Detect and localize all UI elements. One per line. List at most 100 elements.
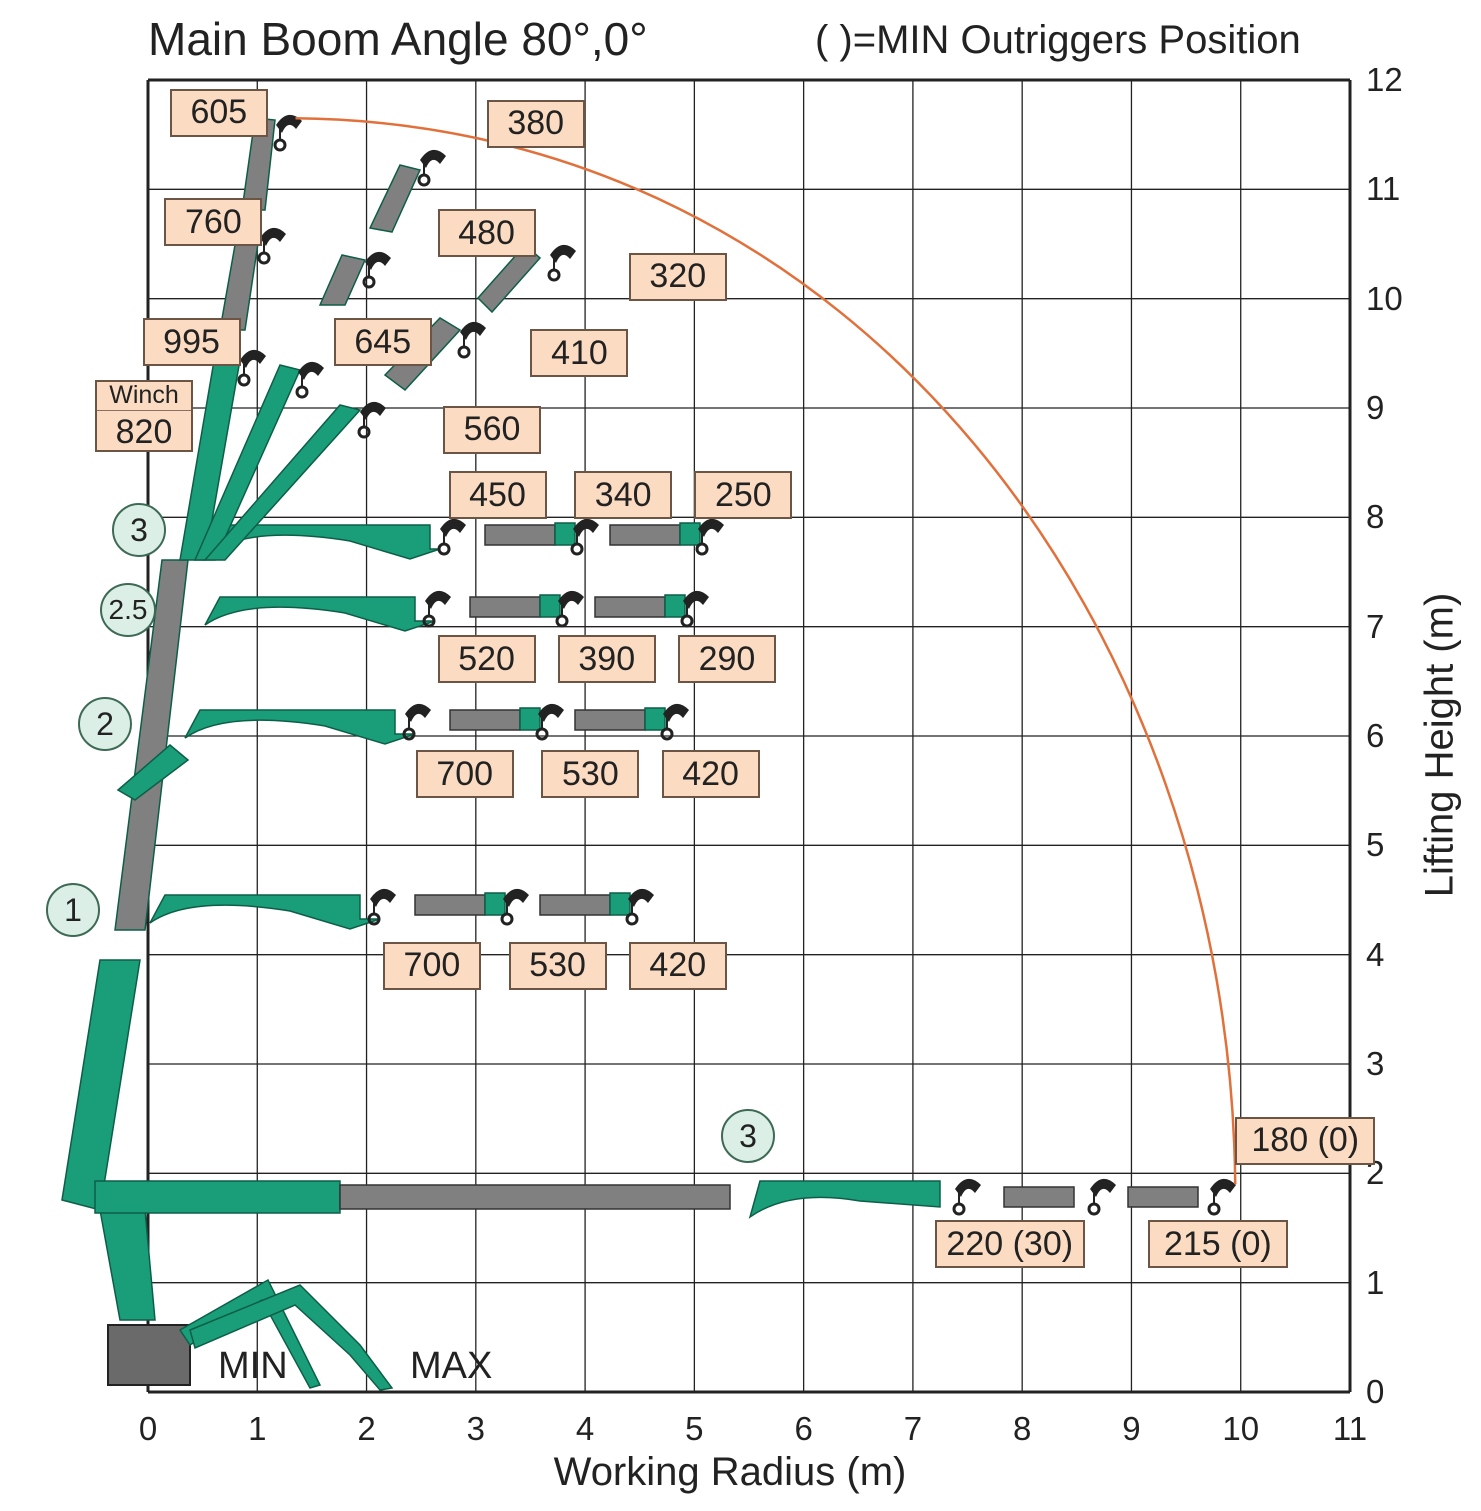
y-tick-label: 9 — [1366, 389, 1385, 426]
chart-title: Main Boom Angle 80°,0° — [148, 13, 648, 65]
hook — [952, 1178, 981, 1216]
hook — [457, 321, 486, 359]
hook-head — [276, 114, 302, 133]
boom-tip — [539, 594, 561, 618]
hook-head — [405, 703, 431, 722]
hook — [367, 888, 396, 926]
section-marker-1: 1 — [46, 883, 100, 937]
hook-head — [1210, 1178, 1236, 1197]
hook — [273, 114, 302, 152]
hook — [237, 349, 266, 387]
x-tick-label: 5 — [685, 1410, 704, 1447]
load-label-530b: 530 — [508, 941, 607, 990]
load-label-605: 605 — [169, 88, 268, 137]
hook — [680, 590, 709, 628]
hook-head — [365, 251, 391, 270]
hook-ring — [362, 275, 376, 289]
hook-ring — [660, 727, 674, 741]
jib-position-2-5 — [204, 594, 686, 632]
hook-head — [628, 888, 654, 907]
hook-head — [550, 244, 576, 263]
hook-head — [955, 1178, 981, 1197]
y-tick-label: 12 — [1366, 61, 1403, 98]
load-label-180: 180 (0) — [1235, 1116, 1376, 1165]
hook — [357, 401, 386, 439]
hook — [695, 518, 724, 556]
y-tick-label: 1 — [1366, 1263, 1385, 1301]
load-label-420b: 420 — [628, 941, 727, 990]
y-tick-label: 4 — [1366, 935, 1385, 973]
load-label-520: 520 — [437, 635, 536, 684]
x-tick-label: 9 — [1122, 1410, 1141, 1447]
x-tick-label: 3 — [466, 1410, 485, 1447]
y-tick-label: 7 — [1366, 607, 1385, 645]
hook-head — [420, 149, 446, 168]
hook — [257, 227, 286, 265]
load-label-480: 480 — [437, 209, 536, 258]
boom-section — [149, 894, 381, 930]
boom-extension — [414, 894, 486, 916]
boom-tip — [609, 892, 631, 916]
load-label-220: 220 (30) — [934, 1220, 1085, 1269]
hook-head — [558, 590, 584, 609]
hook-ring — [357, 425, 371, 439]
y-axis-label: Lifting Height (m) — [1417, 592, 1462, 898]
main-boom-extension — [339, 1184, 731, 1210]
hook-ring — [625, 912, 639, 926]
section-marker-3-horizontal: 3 — [721, 1109, 775, 1163]
jib-extension — [1003, 1186, 1075, 1208]
hook-ring — [457, 345, 471, 359]
hook — [417, 149, 446, 187]
hook-ring — [695, 542, 709, 556]
hook — [295, 361, 324, 399]
hook-head — [425, 590, 451, 609]
hook-head — [573, 518, 599, 537]
hook-head — [698, 518, 724, 537]
crane-base — [107, 1324, 191, 1386]
hook-head — [240, 349, 266, 368]
x-tick-label: 10 — [1222, 1410, 1260, 1447]
load-label-215: 215 (0) — [1147, 1220, 1288, 1269]
hook-head — [538, 703, 564, 722]
hook-head — [1090, 1178, 1116, 1197]
hook — [437, 518, 466, 556]
x-tick-label: 6 — [794, 1410, 813, 1447]
boom-section — [204, 596, 436, 632]
boom-section — [184, 709, 416, 745]
jib-position-3 — [209, 522, 701, 560]
hook — [547, 244, 576, 282]
outrigger-min — [178, 1278, 322, 1389]
hook-ring — [417, 173, 431, 187]
main-boom-horizontal — [94, 1180, 341, 1214]
section-marker-2-5: 2.5 — [100, 583, 156, 637]
winch-label: Winch — [97, 383, 191, 411]
load-label-560: 560 — [443, 405, 542, 454]
x-tick-label: 0 — [138, 1410, 158, 1447]
y-tick-label: 3 — [1366, 1045, 1385, 1082]
load-label-530a: 530 — [541, 750, 640, 799]
load-label-320: 320 — [628, 252, 727, 301]
x-axis-label: Working Radius (m) — [553, 1450, 907, 1494]
load-label-380: 380 — [486, 99, 585, 148]
hook-head — [298, 361, 324, 380]
x-tick-label: 7 — [903, 1410, 923, 1447]
hook — [1207, 1178, 1236, 1216]
outriggers-min-label: MIN — [218, 1345, 288, 1387]
load-label-340: 340 — [574, 471, 673, 520]
boom-extension — [539, 894, 611, 916]
section-marker-2: 2 — [78, 697, 132, 751]
jib-ext-diag-2 — [368, 164, 422, 233]
load-label-290: 290 — [677, 635, 776, 684]
hook — [1087, 1178, 1116, 1216]
hook-head — [663, 703, 689, 722]
boom-extension — [609, 524, 681, 546]
load-label-420a: 420 — [661, 750, 760, 799]
hook-ring — [680, 614, 694, 628]
boom-extension — [469, 596, 541, 618]
hook — [625, 888, 654, 926]
x-tick-label: 11 — [1332, 1410, 1368, 1447]
load-label-760: 760 — [164, 198, 263, 247]
boom-tip — [554, 522, 576, 546]
crane-drawings — [61, 114, 1236, 1391]
